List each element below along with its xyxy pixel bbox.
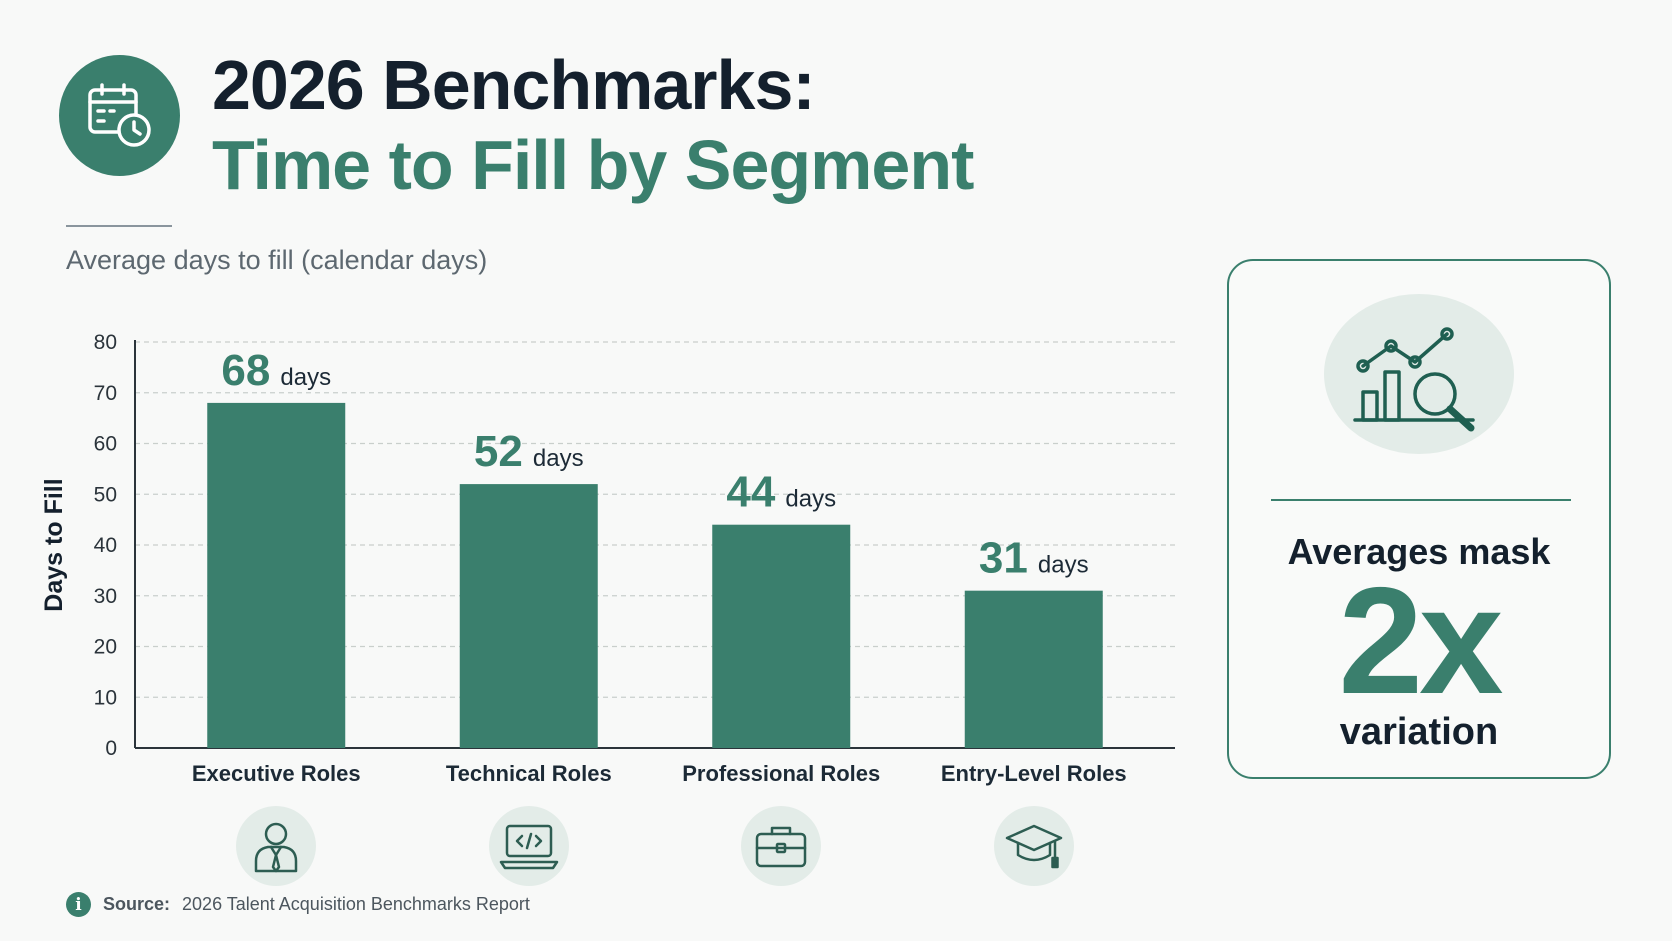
category-icon-2 [488, 806, 569, 886]
source-label: Source: [103, 894, 171, 914]
title-divider [66, 225, 172, 227]
graduation-cap-icon [1005, 824, 1062, 869]
bar-professional-roles [712, 524, 851, 748]
category-icon-3 [741, 806, 822, 886]
category-icon-4 [993, 806, 1074, 886]
laptop-code-icon [499, 824, 558, 870]
insight-icon-circle [1324, 294, 1514, 454]
insight-caption: variation [1339, 711, 1499, 753]
bar-value-label: 68 days [221, 346, 331, 395]
header-badge [59, 55, 180, 176]
source-note: i Source: 2026 Talent Acquisition Benchm… [66, 892, 530, 917]
bar-value-label: 31 days [979, 534, 1089, 583]
person-tie-icon [255, 822, 298, 873]
y-tick-label: 50 [94, 483, 117, 506]
x-tick-label: Technical Roles [446, 761, 612, 786]
bar-value-label: 44 days [726, 468, 836, 517]
y-tick-label: 0 [105, 737, 117, 760]
bar-executive-roles [207, 402, 346, 748]
x-tick-label: Entry-Level Roles [941, 761, 1127, 786]
page-title-line1: 2026 Benchmarks: [212, 46, 816, 124]
y-tick-label: 60 [94, 433, 117, 456]
calendar-clock-icon [87, 82, 151, 147]
y-axis-label: Days to Fill [40, 478, 68, 611]
category-icon-1 [236, 806, 317, 886]
briefcase-icon [756, 826, 807, 868]
chart-subtitle: Average days to fill (calendar days) [66, 245, 488, 275]
bar-technical-roles [459, 484, 598, 748]
bar-entry-level-roles [964, 590, 1103, 748]
source-text: 2026 Talent Acquisition Benchmarks Repor… [182, 894, 530, 914]
insight-stat: 2x [1338, 556, 1503, 726]
y-tick-label: 10 [94, 686, 117, 709]
y-tick-label: 30 [94, 585, 117, 608]
insight-divider [1271, 499, 1571, 501]
x-tick-label: Executive Roles [192, 761, 361, 786]
insight-card: Averages mask 2x variation [1227, 259, 1611, 779]
y-tick-label: 20 [94, 636, 117, 659]
y-tick-label: 80 [94, 331, 117, 354]
info-icon: i [66, 892, 91, 917]
chart-magnifier-icon [1353, 327, 1475, 432]
bar-value-label: 52 days [474, 427, 584, 476]
page-title-line2: Time to Fill by Segment [212, 126, 974, 204]
y-tick-label: 70 [94, 382, 117, 405]
y-tick-label: 40 [94, 534, 117, 557]
bar-chart: 0 10 20 30 40 50 60 70 80 68 days Executive Roles 52… [40, 331, 1175, 786]
insight-heading: Averages mask [1287, 531, 1551, 572]
x-tick-label: Professional Roles [682, 761, 880, 786]
